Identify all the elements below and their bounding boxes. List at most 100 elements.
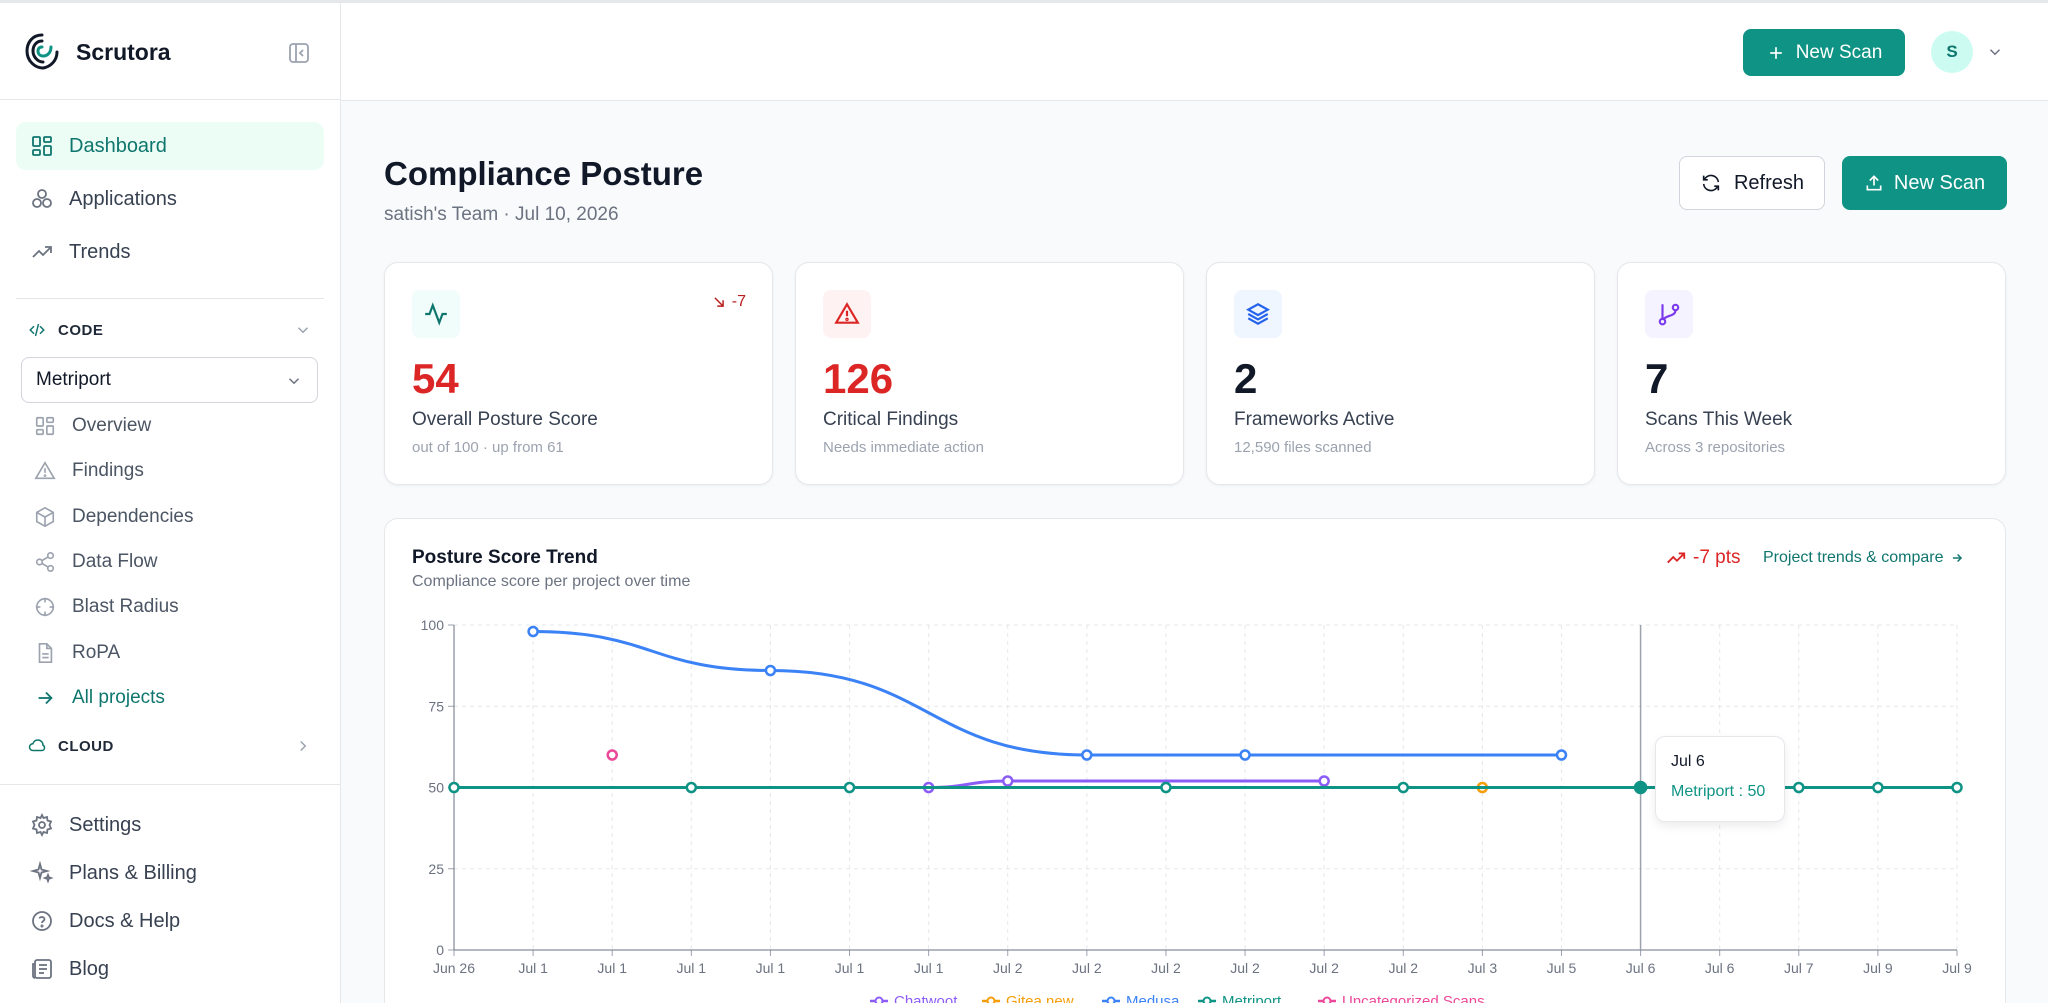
x-tick-label: Jul 9: [1863, 960, 1893, 976]
stat-note: out of 100 · up from 61: [412, 439, 564, 456]
data-point-uncategorized-scans: [606, 749, 618, 761]
chart-subtitle: Compliance score per project over time: [412, 573, 691, 590]
item-label: Dependencies: [72, 506, 194, 527]
nav-docs-help[interactable]: Docs & Help: [16, 897, 324, 945]
x-tick-label: Jun 26: [433, 960, 475, 976]
nav-label: Applications: [69, 187, 177, 210]
legend-marker-chatwoot: [874, 996, 884, 1003]
code-item-overview[interactable]: Overview: [24, 406, 320, 446]
header-new-scan-button[interactable]: New Scan: [1743, 29, 1905, 76]
nav-settings[interactable]: Settings: [16, 801, 324, 849]
dashboard-icon: [32, 136, 52, 156]
y-tick-label: 75: [428, 698, 444, 714]
data-point-metriport: [843, 781, 856, 794]
divider: [16, 298, 324, 299]
collapse-sidebar-icon[interactable]: [287, 41, 311, 65]
data-point-metriport: [1793, 781, 1805, 794]
gear-icon: [31, 813, 53, 837]
stat-card-frameworks-active[interactable]: 2 Frameworks Active 12,590 files scanned: [1206, 262, 1595, 485]
y-tick-label: 100: [421, 617, 445, 633]
arrow-right-icon: [1952, 553, 1962, 563]
target-icon: [35, 597, 55, 617]
stat-card-posture-score[interactable]: -7 54 Overall Posture Score out of 100 ·…: [384, 262, 773, 485]
code-icon: [29, 323, 45, 337]
data-point-metriport: [1160, 781, 1172, 794]
warning-icon: [34, 461, 56, 480]
x-tick-label: Jul 2: [1151, 960, 1181, 976]
refresh-icon: [1702, 174, 1720, 192]
x-tick-label: Jul 2: [1388, 960, 1418, 976]
chevron-down-icon[interactable]: [1986, 43, 2004, 61]
stat-label: Scans This Week: [1645, 409, 1793, 430]
button-label: New Scan: [1893, 171, 1986, 194]
legend-marker-uncategorized-scans: [1322, 996, 1332, 1003]
newspaper-icon: [32, 959, 52, 979]
code-item-findings[interactable]: Findings: [24, 451, 320, 491]
help-icon: [32, 911, 52, 931]
chart-tooltip: Jul 6 Metriport : 50: [1655, 736, 1785, 822]
x-tick-label: Jul 2: [1230, 960, 1260, 976]
stat-value: 54: [412, 355, 459, 402]
stat-card-scans-this-week[interactable]: 7 Scans This Week Across 3 repositories: [1617, 262, 2006, 485]
nav-applications[interactable]: Applications: [16, 175, 324, 223]
brand[interactable]: Scrutora: [24, 31, 171, 73]
nav-plans-billing[interactable]: Plans & Billing: [16, 849, 324, 897]
code-item-dependencies[interactable]: Dependencies: [24, 497, 320, 537]
chevron-down-icon: [297, 327, 309, 334]
app-name: Scrutora: [76, 38, 171, 65]
data-point-chatwoot: [1318, 775, 1330, 787]
data-point-medusa: [527, 625, 539, 638]
stat-note: 12,590 files scanned: [1234, 439, 1372, 456]
overview-icon: [35, 416, 55, 436]
y-tick-label: 0: [436, 942, 444, 958]
section-label: CODE: [58, 321, 104, 339]
project-trends-link[interactable]: Project trends & compare: [1763, 549, 1964, 567]
code-item-all-projects[interactable]: All projects: [24, 678, 320, 718]
card-icon-wrap: [1645, 290, 1693, 338]
legend-marker-metriport: [1202, 996, 1212, 1003]
code-item-blast-radius[interactable]: Blast Radius: [24, 587, 320, 627]
nav-label: Settings: [69, 813, 142, 836]
sparkles-icon: [30, 861, 54, 884]
link-label: Project trends & compare: [1763, 549, 1944, 566]
nav-blog[interactable]: Blog: [16, 945, 324, 993]
activity-icon: [425, 302, 447, 326]
code-item-data-flow[interactable]: Data Flow: [24, 542, 320, 582]
x-tick-label: Jul 6: [1705, 960, 1735, 976]
item-label: Data Flow: [72, 551, 158, 572]
nav-label: Plans & Billing: [69, 861, 197, 884]
stat-note: Across 3 repositories: [1645, 439, 1786, 456]
x-tick-label: Jul 6: [1626, 960, 1656, 976]
code-item-ropa[interactable]: RoPA: [24, 633, 320, 673]
code-section-header[interactable]: CODE: [28, 321, 312, 339]
project-select[interactable]: Metriport: [21, 357, 318, 403]
x-tick-label: Jul 1: [756, 960, 786, 976]
refresh-button[interactable]: Refresh: [1679, 156, 1825, 210]
data-point-medusa: [1239, 749, 1251, 761]
arrow-right-icon: [38, 691, 53, 705]
nav-label: Docs & Help: [69, 909, 181, 932]
avatar[interactable]: S: [1931, 31, 1973, 73]
x-tick-label: Jul 1: [914, 960, 944, 976]
x-tick-label: Jul 1: [518, 960, 548, 976]
nav-dashboard[interactable]: Dashboard: [16, 122, 324, 170]
trend-delta: -7 pts: [1665, 547, 1741, 569]
cloud-icon: [28, 739, 46, 752]
data-point-medusa: [1081, 749, 1093, 761]
x-tick-label: Jul 7: [1784, 960, 1814, 976]
nav-trends[interactable]: Trends: [16, 228, 324, 276]
legend-marker-gitea-new: [986, 996, 996, 1003]
legend-label-uncategorized-scans: Uncategorized Scans: [1342, 993, 1485, 1003]
document-icon: [38, 643, 53, 663]
x-tick-label: Jul 1: [677, 960, 707, 976]
plus-icon: [1769, 46, 1782, 59]
cloud-section-header[interactable]: CLOUD: [28, 737, 312, 755]
legend-label-gitea-new: Gitea new: [1006, 993, 1074, 1003]
window-top-border: [0, 0, 2048, 3]
data-point-metriport: [685, 781, 698, 794]
tooltip-date: Jul 6: [1671, 753, 1705, 770]
x-tick-label: Jul 2: [1309, 960, 1339, 976]
stat-card-critical-findings[interactable]: 126 Critical Findings Needs immediate ac…: [795, 262, 1184, 485]
applications-icon: [32, 189, 52, 208]
new-scan-button[interactable]: New Scan: [1842, 156, 2007, 210]
